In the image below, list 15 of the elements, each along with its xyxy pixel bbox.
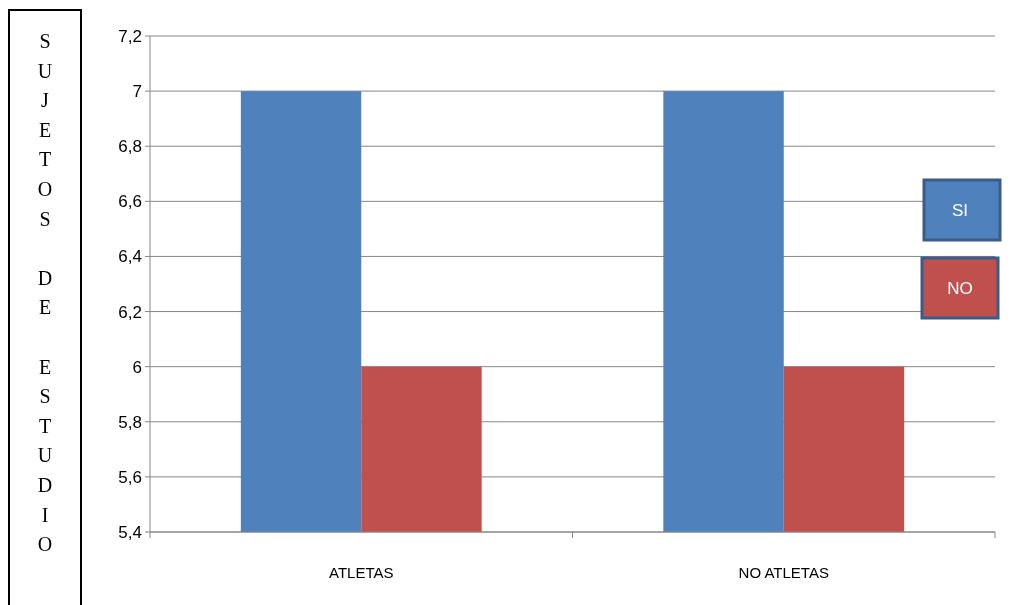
y-tick-label: 6 [132, 357, 142, 377]
text: SUJETOS DE ESTUDIO [37, 30, 53, 556]
x-tick-label: ATLETAS [329, 564, 394, 581]
y-tick-label: 7 [132, 82, 142, 102]
y-tick-label: 7,2 [118, 26, 142, 46]
y-tick-label: 6,6 [118, 192, 142, 212]
legend-key: SI [922, 178, 1002, 242]
y-tick-label: 5,4 [118, 522, 142, 542]
y-tick-label: 5,6 [118, 467, 142, 487]
legend-key: NO [920, 256, 1000, 320]
x-tick-label: NO ATLETAS [738, 564, 829, 581]
y-tick-label: 6,8 [118, 137, 142, 157]
y-tick-label: 6,4 [118, 247, 142, 267]
y-tick-label: 5,8 [118, 412, 142, 432]
y-tick-label: 6,2 [118, 302, 142, 322]
